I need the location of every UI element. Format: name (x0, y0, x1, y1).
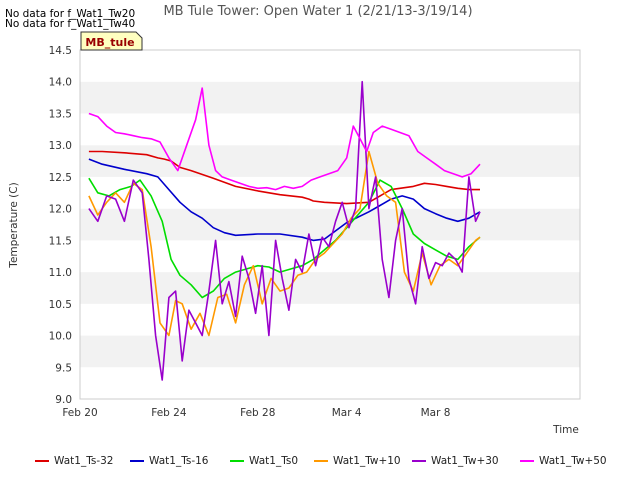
x-tick-label: Mar 4 (332, 407, 362, 419)
grid-band (80, 50, 580, 82)
site-badge: MB_tule (80, 31, 143, 51)
legend-swatch (130, 460, 144, 462)
series-line-wat1-ts-32 (88, 150, 480, 205)
series-line-wat1-tw-30 (88, 80, 481, 381)
legend-label: Wat1_Tw+50 (539, 455, 607, 467)
grid-band (80, 367, 580, 399)
y-tick-label: 9.5 (55, 362, 72, 374)
legend: Wat1_Ts-32 Wat1_Ts-16 Wat1_Ts0 Wat1_Tw+10 Wa… (0, 452, 640, 470)
y-axis-ticks: 9.0 9.5 10.0 10.5 11.0 11.5 12.0 12.5 13.0 13.5 14… (49, 45, 72, 406)
legend-item: Wat1_Tw+50 (520, 452, 607, 470)
grid-band (80, 113, 580, 146)
grid-band (80, 272, 580, 304)
site-badge-label: MB_tule (85, 36, 134, 49)
x-tick-label: Mar 8 (421, 407, 451, 419)
series-lines (88, 80, 481, 381)
x-axis-label: Time (552, 424, 579, 436)
y-tick-label: 13.0 (49, 140, 72, 152)
grid-bands (80, 50, 580, 399)
x-tick-label: Feb 20 (62, 407, 97, 419)
legend-item: Wat1_Tw+30 (412, 452, 499, 470)
grid-band (80, 335, 580, 368)
legend-item: Wat1_Ts0 (230, 452, 298, 470)
legend-label: Wat1_Ts0 (249, 455, 299, 467)
y-tick-label: 10.0 (49, 331, 72, 343)
y-axis-label: Temperature (C) (8, 182, 20, 268)
x-axis-ticks: Feb 20 Feb 24 Feb 28 Mar 4 Mar 8 (62, 407, 450, 419)
series-line-wat1-tw-50 (88, 87, 481, 191)
y-tick-label: 11.0 (49, 267, 72, 279)
legend-label: Wat1_Tw+10 (333, 455, 401, 467)
y-tick-label: 10.5 (49, 299, 72, 311)
legend-item: Wat1_Ts-32 (35, 452, 114, 470)
legend-label: Wat1_Ts-32 (54, 455, 114, 467)
y-tick-label: 12.5 (49, 172, 72, 184)
legend-swatch (230, 460, 244, 462)
y-tick-label: 14.5 (49, 45, 72, 57)
plot-frame (79, 49, 581, 400)
y-tick-label: 14.0 (49, 77, 72, 89)
legend-swatch (314, 460, 328, 462)
grid-band (80, 81, 580, 114)
no-data-message: No data for f_Wat1_Tw40 (5, 18, 136, 30)
legend-swatch (35, 460, 49, 462)
no-data-message: No data for f_Wat1_Tw20 (5, 8, 136, 20)
legend-label: Wat1_Ts-16 (149, 455, 209, 467)
series-line-wat1-ts-16 (88, 158, 481, 242)
legend-item: Wat1_Tw+10 (314, 452, 401, 470)
x-tick-label: Feb 24 (151, 407, 187, 419)
legend-swatch (520, 460, 534, 462)
y-tick-label: 11.5 (49, 235, 72, 247)
y-tick-label: 13.5 (49, 108, 72, 120)
legend-swatch (412, 460, 426, 462)
y-tick-label: 12.0 (49, 204, 72, 216)
chart-title: MB Tule Tower: Open Water 1 (2/21/13-3/1… (163, 4, 472, 19)
series-line-wat1-ts0 (88, 177, 481, 299)
legend-label: Wat1_Tw+30 (431, 455, 499, 467)
y-tick-label: 9.0 (55, 394, 72, 406)
x-tick-label: Feb 28 (240, 407, 275, 419)
legend-item: Wat1_Ts-16 (130, 452, 209, 470)
grid-band (80, 303, 580, 336)
grid-band (80, 145, 580, 177)
